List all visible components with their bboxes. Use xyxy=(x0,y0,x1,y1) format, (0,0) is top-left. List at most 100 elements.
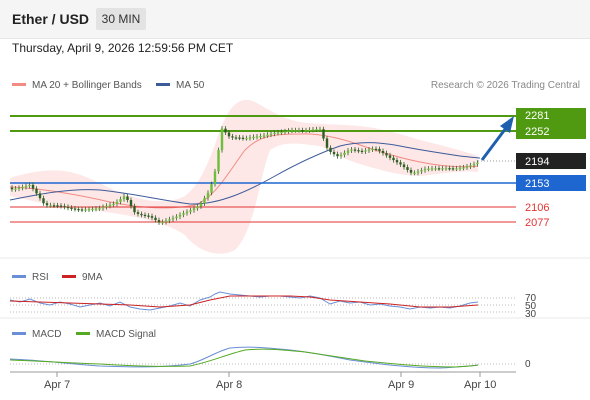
candle-body xyxy=(374,148,378,151)
rsi-ma-swatch xyxy=(62,275,76,278)
candle-body xyxy=(427,168,430,170)
candle-body xyxy=(10,187,14,190)
candle-body xyxy=(252,136,255,139)
candle-body xyxy=(385,153,388,156)
rsi-tick-70: 70 xyxy=(525,293,537,304)
candle-body xyxy=(136,212,140,214)
ma50-line xyxy=(9,142,481,205)
candle-body xyxy=(472,164,476,166)
candle-body xyxy=(245,138,248,140)
level-tag-s1: 2153 xyxy=(525,178,549,190)
candle-body xyxy=(451,168,455,170)
candle-body xyxy=(227,132,231,137)
candle-body xyxy=(437,168,441,170)
candles-group xyxy=(10,126,479,225)
candle-body xyxy=(94,208,98,210)
trend-arrow-shaft xyxy=(480,127,508,161)
interval-button[interactable]: 30 MIN xyxy=(96,8,146,30)
candle-body xyxy=(129,200,133,207)
candle-body xyxy=(56,205,59,207)
level-tag-r1: 2252 xyxy=(525,126,549,138)
candle-body xyxy=(66,206,70,209)
x-label-apr7: Apr 7 xyxy=(44,379,70,391)
rsi-tick-30: 30 xyxy=(525,309,537,320)
candle-body xyxy=(266,134,269,136)
candle-body xyxy=(444,168,448,170)
level-tag-r2-bg xyxy=(516,108,586,123)
candle-body xyxy=(150,216,154,218)
trend-arrow-head xyxy=(500,116,514,133)
candle-body xyxy=(465,166,469,168)
candle-body xyxy=(234,137,238,139)
x-label-apr10: Apr 10 xyxy=(464,379,496,391)
candle-body xyxy=(287,130,290,132)
candle-body xyxy=(339,154,343,157)
candle-body xyxy=(329,147,332,153)
macd-line xyxy=(9,346,479,369)
candle-body xyxy=(105,205,108,208)
candle-body xyxy=(45,203,49,206)
candle-body xyxy=(406,167,409,170)
candle-body xyxy=(434,168,437,170)
candle-body xyxy=(315,129,318,131)
candle-body xyxy=(24,185,28,188)
candle-body xyxy=(308,129,311,132)
candle-body xyxy=(122,196,126,200)
candle-body xyxy=(133,206,136,213)
rsi-label: RSI xyxy=(32,272,49,283)
candle-body xyxy=(346,150,350,153)
candle-body xyxy=(59,205,63,207)
candle-body xyxy=(63,206,66,208)
candle-body xyxy=(416,171,420,173)
rsi-ma-line xyxy=(9,295,479,308)
candle-body xyxy=(364,150,367,152)
candle-body xyxy=(325,138,329,148)
candle-body xyxy=(178,214,182,217)
candle-body xyxy=(350,149,353,151)
candle-body xyxy=(357,150,360,152)
ma20-line xyxy=(9,133,479,209)
candle-body xyxy=(290,130,294,132)
candle-body xyxy=(87,209,91,211)
candle-body xyxy=(70,207,73,209)
candle-body xyxy=(101,207,105,209)
candle-body xyxy=(206,192,210,199)
candle-body xyxy=(210,184,213,193)
candle-body xyxy=(458,167,462,170)
candle-body xyxy=(332,152,336,155)
candle-body xyxy=(413,172,416,174)
candle-body xyxy=(112,203,115,206)
rsi-tick-50: 50 xyxy=(525,301,537,312)
candle-body xyxy=(91,208,94,211)
candle-body xyxy=(161,221,164,224)
candle-body xyxy=(399,162,402,165)
candle-body xyxy=(182,213,185,215)
candle-body xyxy=(98,208,101,210)
candle-body xyxy=(420,170,423,172)
candle-body xyxy=(38,193,42,199)
instrument-title: Ether / USD xyxy=(12,11,90,27)
candle-body xyxy=(360,150,364,153)
level-tag-s3: 2077 xyxy=(525,217,549,229)
candle-body xyxy=(52,205,56,207)
candle-body xyxy=(367,149,371,151)
x-label-apr8: Apr 8 xyxy=(216,379,242,391)
candle-body xyxy=(430,168,434,170)
candle-body xyxy=(21,186,24,189)
macd-tick-0: 0 xyxy=(525,359,531,370)
candle-body xyxy=(238,137,241,139)
ma50-swatch xyxy=(156,82,170,86)
rsi-swatch xyxy=(12,275,26,278)
candle-body xyxy=(441,168,444,170)
candle-body xyxy=(185,211,189,214)
candle-body xyxy=(343,152,346,155)
x-label-apr9: Apr 9 xyxy=(388,379,414,391)
candle-body xyxy=(423,168,427,171)
candle-body xyxy=(269,133,273,135)
timestamp: Thursday, April 9, 2026 12:59:56 PM CET xyxy=(12,41,234,55)
legend-ma20: MA 20 + Bollinger Bands xyxy=(12,80,142,91)
candle-body xyxy=(381,150,385,154)
candle-body xyxy=(353,149,357,151)
candle-body xyxy=(154,217,157,221)
